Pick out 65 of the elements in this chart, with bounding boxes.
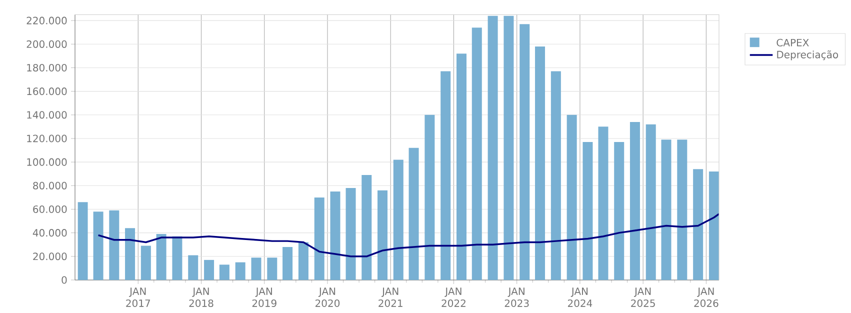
bar <box>472 28 482 280</box>
bar <box>235 262 246 280</box>
legend-label: CAPEX <box>776 38 809 46</box>
x-tick-label: JAN 2017 <box>126 288 150 308</box>
y-tick-label: 200.000 <box>26 40 67 48</box>
bar <box>140 246 151 280</box>
y-tick-label: 180.000 <box>27 64 67 72</box>
bar <box>630 122 640 280</box>
bar <box>693 169 704 280</box>
y-tick-label: 40.000 <box>32 229 67 237</box>
x-tick-label: JAN 2022 <box>442 288 466 308</box>
bar <box>362 175 372 280</box>
x-tick-label: JAN 2020 <box>315 288 340 308</box>
bar <box>661 140 672 280</box>
bar <box>550 71 561 280</box>
y-tick-label: 140.000 <box>27 111 67 119</box>
bar <box>219 264 230 280</box>
bar <box>330 192 340 280</box>
bar <box>204 260 214 280</box>
x-tick-label: JAN 2021 <box>378 288 402 308</box>
bar <box>504 16 514 280</box>
bar <box>78 202 88 280</box>
bar <box>677 140 688 280</box>
bar <box>535 46 546 280</box>
bar <box>188 255 198 280</box>
bar <box>267 258 278 280</box>
bar <box>520 24 530 280</box>
bar <box>314 197 324 280</box>
x-tick-label: JAN 2024 <box>568 288 592 308</box>
bar <box>424 114 435 280</box>
bar <box>156 234 166 280</box>
bar <box>125 228 136 280</box>
bar <box>251 258 262 280</box>
bar <box>282 246 293 280</box>
bar <box>582 142 593 280</box>
bar <box>566 114 577 280</box>
y-tick-label: 160.000 <box>27 88 67 96</box>
x-tick-label: JAN 2023 <box>504 288 529 308</box>
bar <box>646 124 656 280</box>
y-tick-label: 120.000 <box>27 134 67 142</box>
y-tick-label: 60.000 <box>33 205 67 214</box>
bar <box>614 142 624 280</box>
bar <box>109 210 120 280</box>
bar <box>456 54 467 280</box>
bar <box>440 71 451 280</box>
bar <box>346 188 356 280</box>
bar <box>378 190 388 280</box>
bar <box>408 148 419 280</box>
x-tick-label: JAN 2026 <box>694 288 718 308</box>
bar <box>393 160 404 280</box>
y-tick-label: 100.000 <box>27 158 67 166</box>
bar <box>298 242 308 280</box>
y-tick-label: 80.000 <box>33 182 67 190</box>
bar <box>172 236 182 280</box>
y-tick-label: 20.000 <box>33 252 67 260</box>
y-tick-label: 220.000 <box>26 16 67 24</box>
legend-label: Depreciação <box>777 50 838 60</box>
bar <box>598 126 608 280</box>
y-tick-label: 0 <box>62 276 67 284</box>
bar <box>93 212 104 280</box>
x-tick-label: JAN 2025 <box>631 288 655 308</box>
x-tick-label: JAN 2019 <box>252 288 276 308</box>
bar <box>488 16 498 280</box>
x-tick-label: JAN 2018 <box>189 288 214 308</box>
bar <box>708 171 719 280</box>
